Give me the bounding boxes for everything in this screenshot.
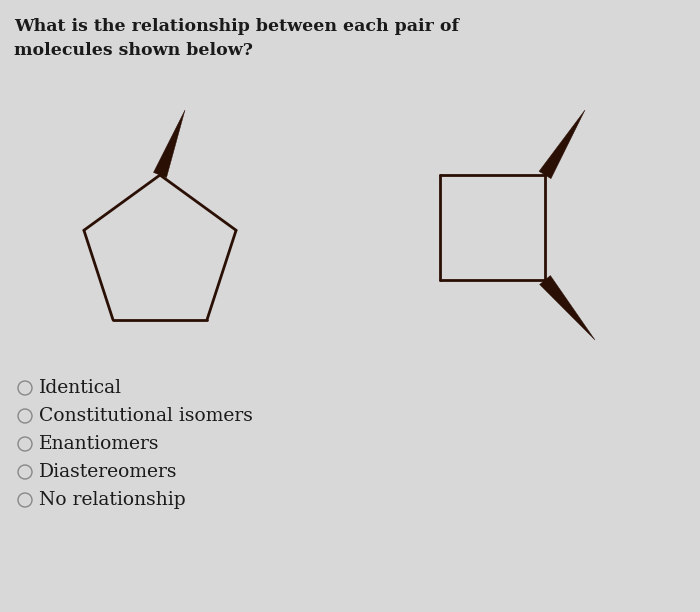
- Polygon shape: [153, 110, 185, 177]
- Polygon shape: [540, 275, 595, 340]
- Text: Constitutional isomers: Constitutional isomers: [39, 407, 253, 425]
- Text: Identical: Identical: [39, 379, 122, 397]
- Text: molecules shown below?: molecules shown below?: [14, 42, 253, 59]
- Polygon shape: [539, 110, 585, 179]
- Text: Enantiomers: Enantiomers: [39, 435, 160, 453]
- Text: No relationship: No relationship: [39, 491, 186, 509]
- Text: What is the relationship between each pair of: What is the relationship between each pa…: [14, 18, 459, 35]
- Text: Diastereomers: Diastereomers: [39, 463, 178, 481]
